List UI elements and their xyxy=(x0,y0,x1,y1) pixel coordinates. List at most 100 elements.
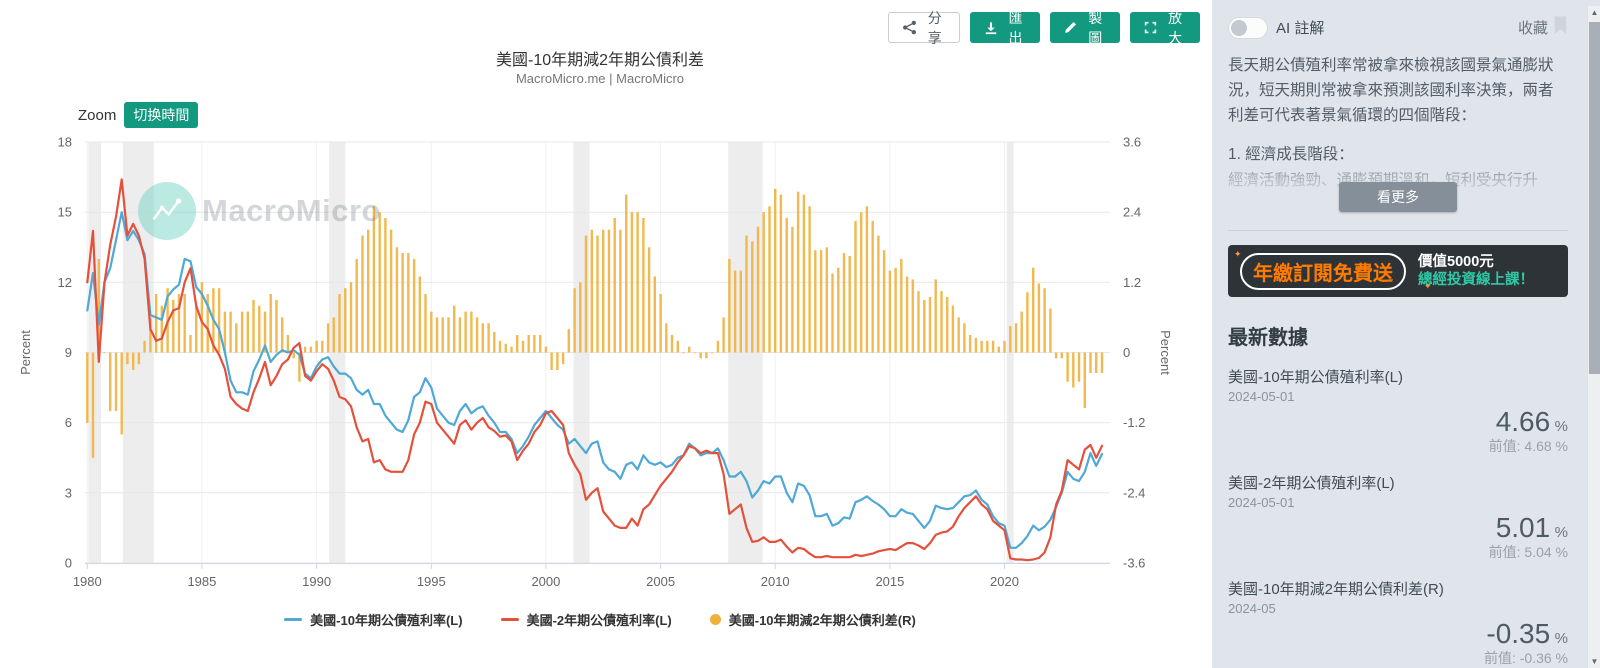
series-prev-value: 前值: 5.04 % xyxy=(1488,544,1568,561)
svg-text:1990: 1990 xyxy=(302,574,331,589)
share-button[interactable]: 分享 xyxy=(888,10,960,46)
svg-text:1985: 1985 xyxy=(187,574,216,589)
series-unit: % xyxy=(1554,418,1568,436)
export-button[interactable]: 匯出 xyxy=(969,10,1041,46)
legend-label-10y: 美國-10年期公債殖利率(L) xyxy=(310,613,463,628)
favorite-label: 收藏 xyxy=(1517,20,1548,37)
svg-text:18: 18 xyxy=(58,135,72,150)
page-subtitle: MacroMicro.me | MacroMicro xyxy=(515,71,685,86)
subscription-banner[interactable]: ✦ 年繳訂閱免費送 ✦ 價值5000元 總經投資線上課！ xyxy=(1228,245,1568,298)
banner-main-text: 年繳訂閱免費送 xyxy=(1240,252,1406,290)
series-value: 5.01 xyxy=(1495,512,1551,544)
legend-item-spread[interactable]: 美國-10年期減2年期公債利差(R) xyxy=(709,610,916,629)
ai-annotation-toggle[interactable]: AI 註解 xyxy=(1228,16,1325,39)
banner-value-text: 價值5000元 xyxy=(1418,254,1494,271)
chart-toolbar: 分享 匯出 製圖 放大 xyxy=(888,10,1200,46)
chart-plot-area[interactable]: 1980 1985 1990 1995 2000 2005 2010 2015 2020 0 3 6 9… xyxy=(0,128,1200,603)
info-sidebar: AI 註解 收藏 長天期公債殖利率常被拿來檢視該國景氣通膨狀況，短天期則常被拿來… xyxy=(1212,0,1600,668)
latest-data-title: 最新數據 xyxy=(1228,327,1308,350)
legend-label-spread: 美國-10年期減2年期公債利差(R) xyxy=(728,613,916,628)
svg-text:-1.2: -1.2 xyxy=(1123,415,1145,430)
svg-text:1.2: 1.2 xyxy=(1123,275,1141,290)
sidebar-divider xyxy=(1228,230,1568,232)
svg-text:2020: 2020 xyxy=(990,574,1019,589)
series-unit: % xyxy=(1554,630,1568,648)
legend-item-2y[interactable]: 美國-2年期公債殖利率(L) xyxy=(500,610,672,629)
scrollbar-thumb[interactable] xyxy=(1589,22,1600,374)
svg-text:1995: 1995 xyxy=(417,574,446,589)
latest-data-item-2y: 美國-2年期公債殖利率(L) 2024-05-01 5.01 % 前值: 5.0… xyxy=(1228,472,1568,562)
sparkle-icon: ✦ xyxy=(1424,281,1432,292)
indicator-description: 長天期公債殖利率常被拿來檢視該國景氣通膨狀況，短天期則常被拿來預測該國利率決策，… xyxy=(1228,57,1554,125)
chart-panel: 分享 匯出 製圖 放大 美國-10年期減2年期公債利差 xyxy=(0,9,1200,629)
svg-text:1980: 1980 xyxy=(73,574,102,589)
bookmark-icon xyxy=(1553,16,1568,39)
legend-label-2y: 美國-2年期公債殖利率(L) xyxy=(526,613,672,628)
share-icon xyxy=(902,20,917,35)
latest-data-item-10y: 美國-10年期公債殖利率(L) 2024-05-01 4.66 % 前值: 4.… xyxy=(1228,366,1568,456)
svg-text:3.6: 3.6 xyxy=(1123,135,1141,150)
switch-time-button[interactable]: 切换時間 xyxy=(124,102,199,128)
favorite-button[interactable]: 收藏 xyxy=(1518,16,1568,39)
scroll-up-arrow[interactable]: ▲ xyxy=(1590,8,1599,17)
see-more-button[interactable]: 看更多 xyxy=(1339,182,1457,213)
download-icon xyxy=(984,21,998,35)
svg-text:2.4: 2.4 xyxy=(1123,205,1141,220)
share-label: 分享 xyxy=(927,9,942,46)
section-title: 1. 經濟成長階段： xyxy=(1228,146,1354,164)
toggle-switch-icon[interactable] xyxy=(1228,16,1268,39)
series-date: 2024-05 xyxy=(1228,601,1276,617)
sparkle-icon: ✦ xyxy=(1234,249,1242,260)
banner-right: 價值5000元 總經投資線上課！ xyxy=(1418,253,1534,289)
legend-line-swatch-10y xyxy=(284,618,303,621)
series-name: 美國-10年期公債殖利率(L) xyxy=(1228,369,1404,387)
draw-chart-button[interactable]: 製圖 xyxy=(1050,10,1121,46)
scroll-down-arrow[interactable]: ▼ xyxy=(1590,657,1599,666)
svg-text:-2.4: -2.4 xyxy=(1123,485,1145,500)
svg-text:12: 12 xyxy=(58,275,72,290)
series-value: -0.35 xyxy=(1486,618,1551,650)
sidebar-scrollbar[interactable]: ▲ ▼ xyxy=(1587,6,1600,668)
page-title: 美國-10年期減2年期公債利差 xyxy=(495,52,705,69)
zoom-controls: Zoom 切换時間 xyxy=(78,102,199,128)
svg-text:Percent: Percent xyxy=(18,330,33,375)
legend-item-10y[interactable]: 美國-10年期公債殖利率(L) xyxy=(284,610,463,629)
banner-course-text: 總經投資線上課！ xyxy=(1418,272,1534,289)
svg-text:Percent: Percent xyxy=(1158,330,1173,375)
legend-dot-swatch-spread xyxy=(709,614,721,625)
series-date: 2024-05-01 xyxy=(1228,389,1295,405)
series-name: 美國-2年期公債殖利率(L) xyxy=(1228,475,1395,493)
series-date: 2024-05-01 xyxy=(1228,495,1295,511)
series-value: 4.66 xyxy=(1495,406,1551,438)
svg-text:9: 9 xyxy=(65,345,72,360)
series-prev-value: 前值: -0.36 % xyxy=(1483,650,1568,667)
svg-text:-3.6: -3.6 xyxy=(1123,556,1145,571)
series-name: 美國-10年期減2年期公債利差(R) xyxy=(1228,581,1444,599)
chart-legend: 美國-10年期公債殖利率(L) 美國-2年期公債殖利率(L) 美國-10年期減2… xyxy=(0,610,1200,629)
svg-text:2005: 2005 xyxy=(646,574,675,589)
pencil-icon xyxy=(1064,21,1077,34)
series-prev-value: 前值: 4.68 % xyxy=(1488,438,1568,455)
series-unit: % xyxy=(1554,524,1568,542)
fullscreen-button[interactable]: 放大 xyxy=(1130,10,1200,46)
latest-data-item-spread: 美國-10年期減2年期公債利差(R) 2024-05 -0.35 % 前值: -… xyxy=(1228,578,1568,668)
chart-svg[interactable]: 1980 1985 1990 1995 2000 2005 2010 2015 2020 0 3 6 9… xyxy=(0,128,1200,603)
section-preview-text: 經濟活動強勁、通膨預期溫和，短利受央行升 xyxy=(1228,172,1539,190)
svg-text:15: 15 xyxy=(58,205,72,220)
sidebar-header: AI 註解 收藏 xyxy=(1228,16,1568,39)
fullscreen-icon xyxy=(1144,21,1157,34)
see-more-row: 看更多 xyxy=(1228,182,1568,213)
ai-annotation-label: AI 註解 xyxy=(1276,20,1325,37)
fullscreen-label: 放大 xyxy=(1168,9,1183,46)
legend-line-swatch-2y xyxy=(500,618,519,621)
svg-text:6: 6 xyxy=(65,415,72,430)
svg-text:2010: 2010 xyxy=(761,574,790,589)
draw-label: 製圖 xyxy=(1088,9,1103,46)
export-label: 匯出 xyxy=(1008,9,1023,46)
svg-text:3: 3 xyxy=(65,485,72,500)
svg-text:2015: 2015 xyxy=(875,574,904,589)
svg-text:0: 0 xyxy=(1123,345,1130,360)
svg-text:0: 0 xyxy=(65,556,72,571)
zoom-label: Zoom xyxy=(78,106,117,124)
